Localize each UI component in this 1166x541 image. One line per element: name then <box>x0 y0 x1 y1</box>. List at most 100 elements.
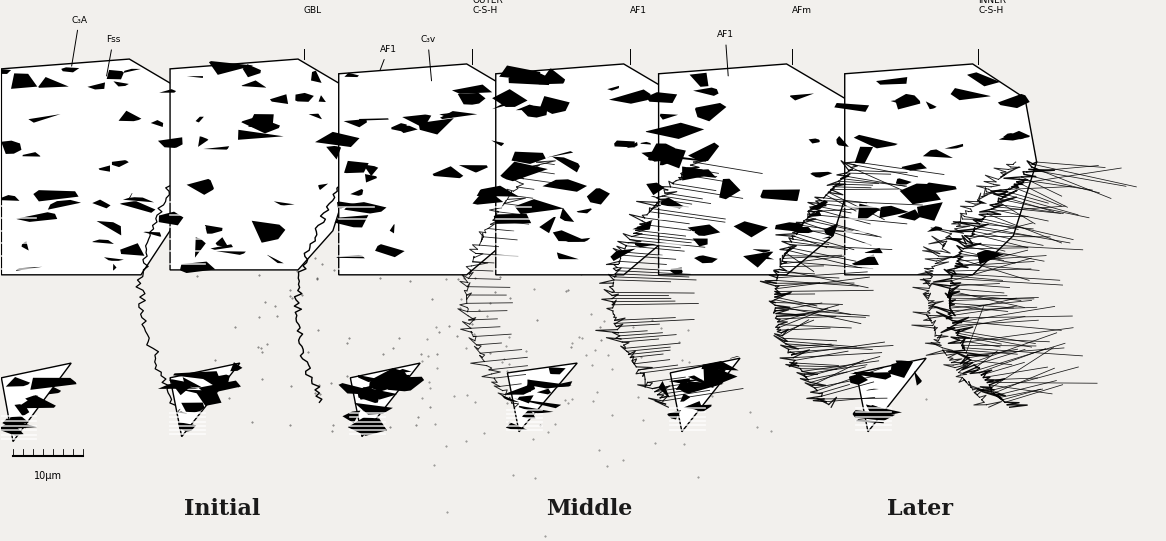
Polygon shape <box>527 380 571 388</box>
Polygon shape <box>521 105 548 117</box>
Polygon shape <box>527 380 534 387</box>
Polygon shape <box>824 223 838 236</box>
Polygon shape <box>344 202 386 214</box>
Polygon shape <box>922 149 953 158</box>
Polygon shape <box>173 371 220 381</box>
Polygon shape <box>670 358 740 432</box>
Polygon shape <box>178 422 196 432</box>
Polygon shape <box>198 136 209 147</box>
Polygon shape <box>900 183 941 204</box>
Polygon shape <box>14 420 26 428</box>
Polygon shape <box>16 212 57 222</box>
Polygon shape <box>921 182 957 195</box>
Polygon shape <box>113 264 117 270</box>
Polygon shape <box>26 395 38 403</box>
Polygon shape <box>865 248 883 253</box>
Polygon shape <box>548 367 566 374</box>
Polygon shape <box>660 149 674 165</box>
Text: AF1: AF1 <box>357 45 396 130</box>
Polygon shape <box>683 401 703 411</box>
Polygon shape <box>159 212 183 226</box>
Polygon shape <box>38 77 69 88</box>
Polygon shape <box>187 179 213 195</box>
Polygon shape <box>808 210 822 217</box>
Polygon shape <box>344 73 359 77</box>
Polygon shape <box>350 189 363 196</box>
Polygon shape <box>879 206 908 218</box>
Polygon shape <box>157 384 198 389</box>
Polygon shape <box>646 123 704 139</box>
Polygon shape <box>775 222 803 232</box>
Polygon shape <box>557 253 578 259</box>
Polygon shape <box>504 384 535 395</box>
Polygon shape <box>977 250 1004 265</box>
Polygon shape <box>586 188 610 204</box>
Polygon shape <box>887 361 913 378</box>
Polygon shape <box>866 389 879 391</box>
Polygon shape <box>97 221 121 235</box>
Polygon shape <box>674 379 703 384</box>
Polygon shape <box>326 146 340 160</box>
Polygon shape <box>607 86 619 90</box>
Polygon shape <box>539 217 556 233</box>
Polygon shape <box>609 89 651 104</box>
Polygon shape <box>891 101 908 106</box>
Polygon shape <box>576 208 591 213</box>
Polygon shape <box>792 227 813 233</box>
Text: OUTER
C-S-H: OUTER C-S-H <box>472 0 504 15</box>
Polygon shape <box>703 365 738 386</box>
Polygon shape <box>180 262 216 273</box>
Polygon shape <box>998 131 1030 141</box>
Polygon shape <box>14 404 29 417</box>
Polygon shape <box>106 70 124 80</box>
Text: Middle: Middle <box>546 498 632 520</box>
Polygon shape <box>855 147 873 163</box>
Polygon shape <box>659 381 669 398</box>
Polygon shape <box>0 421 23 436</box>
Polygon shape <box>0 195 20 201</box>
Polygon shape <box>660 114 679 120</box>
Polygon shape <box>337 201 356 208</box>
Polygon shape <box>128 193 133 200</box>
Text: AFm: AFm <box>793 6 813 15</box>
Polygon shape <box>693 239 708 247</box>
Polygon shape <box>241 81 266 88</box>
Polygon shape <box>196 386 222 406</box>
Polygon shape <box>195 237 205 258</box>
Polygon shape <box>702 361 739 371</box>
Polygon shape <box>856 358 926 432</box>
Polygon shape <box>646 183 665 195</box>
Polygon shape <box>508 71 552 85</box>
Polygon shape <box>241 117 280 134</box>
Polygon shape <box>871 405 891 417</box>
Polygon shape <box>6 377 30 387</box>
Polygon shape <box>547 151 574 157</box>
Polygon shape <box>1003 187 1011 193</box>
Polygon shape <box>311 71 322 83</box>
Polygon shape <box>122 197 154 202</box>
Polygon shape <box>507 363 577 432</box>
Polygon shape <box>347 417 387 436</box>
Polygon shape <box>350 363 420 437</box>
Polygon shape <box>338 383 372 394</box>
Polygon shape <box>183 377 202 387</box>
Polygon shape <box>143 232 161 236</box>
Polygon shape <box>170 363 240 437</box>
Polygon shape <box>659 64 856 275</box>
Polygon shape <box>9 415 29 426</box>
Text: INNER
C-S-H: INNER C-S-H <box>978 0 1006 15</box>
Polygon shape <box>514 399 561 408</box>
Polygon shape <box>661 197 683 208</box>
Text: C₃A: C₃A <box>71 16 87 66</box>
Polygon shape <box>62 67 79 72</box>
Polygon shape <box>10 74 37 89</box>
Polygon shape <box>28 114 61 123</box>
Polygon shape <box>895 94 920 109</box>
Text: AF1: AF1 <box>630 6 646 15</box>
Polygon shape <box>2 419 37 429</box>
Polygon shape <box>688 405 711 412</box>
Polygon shape <box>808 138 820 143</box>
Polygon shape <box>1 363 71 441</box>
Polygon shape <box>998 94 1030 108</box>
Polygon shape <box>500 162 548 181</box>
